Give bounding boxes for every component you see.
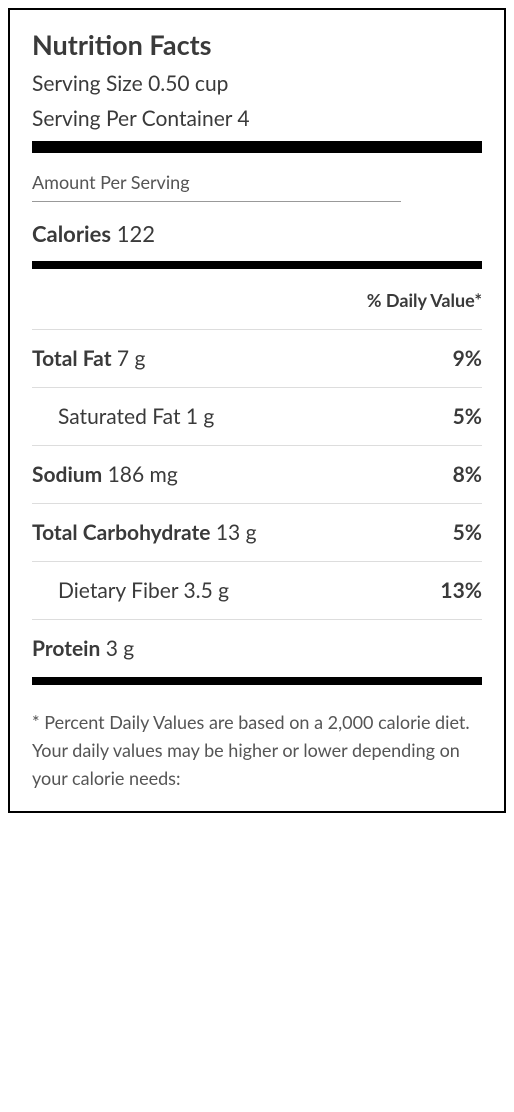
nutrient-row-total-fat: Total Fat 7 g 9%: [32, 329, 482, 387]
calories-row: Calories 122: [32, 202, 482, 261]
nutrient-row-saturated-fat: Saturated Fat 1 g 5%: [32, 387, 482, 445]
saturated-fat-dv: 5%: [453, 404, 482, 429]
sodium-amount: 186 mg: [108, 462, 178, 487]
nutrient-row-dietary-fiber: Dietary Fiber 3.5 g 13%: [32, 561, 482, 619]
serving-size-value: 0.50 cup: [148, 71, 228, 96]
total-carb-label: Total Carbohydrate: [32, 520, 210, 545]
saturated-fat-amount: 1 g: [186, 404, 214, 429]
panel-title: Nutrition Facts: [32, 28, 482, 61]
nutrient-label: Total Fat 7 g: [32, 346, 145, 371]
nutrient-row-sodium: Sodium 186 mg 8%: [32, 445, 482, 503]
sodium-dv: 8%: [453, 462, 482, 487]
serving-size-label: Serving Size: [32, 71, 143, 96]
nutrient-row-protein: Protein 3 g: [32, 619, 482, 677]
nutrition-facts-panel: Nutrition Facts Serving Size 0.50 cup Se…: [8, 8, 506, 813]
servings-per-container-value: 4: [237, 106, 249, 131]
saturated-fat-label: Saturated Fat: [58, 404, 180, 429]
total-carb-dv: 5%: [453, 520, 482, 545]
dietary-fiber-label: Dietary Fiber: [58, 578, 178, 603]
amount-per-serving-label: Amount Per Serving: [32, 153, 401, 202]
sodium-label: Sodium: [32, 462, 102, 487]
serving-size-line: Serving Size 0.50 cup: [32, 71, 482, 96]
total-fat-amount: 7 g: [117, 346, 145, 371]
total-fat-dv: 9%: [453, 346, 482, 371]
servings-per-container-label: Serving Per Container: [32, 106, 232, 131]
total-fat-label: Total Fat: [32, 346, 112, 371]
dietary-fiber-amount: 3.5 g: [183, 578, 229, 603]
calories-value: 122: [117, 220, 155, 247]
protein-amount: 3 g: [106, 636, 134, 661]
footnote-text: * Percent Daily Values are based on a 2,…: [32, 685, 482, 793]
medium-divider-bottom: [32, 677, 482, 685]
nutrient-label: Total Carbohydrate 13 g: [32, 520, 257, 545]
servings-per-container-line: Serving Per Container 4: [32, 106, 482, 131]
medium-divider-top: [32, 261, 482, 269]
nutrient-label: Dietary Fiber 3.5 g: [32, 578, 229, 603]
daily-value-header: % Daily Value*: [32, 269, 482, 329]
nutrient-label: Protein 3 g: [32, 636, 134, 661]
nutrient-label: Saturated Fat 1 g: [32, 404, 214, 429]
total-carb-amount: 13 g: [216, 520, 257, 545]
nutrient-row-total-carbohydrate: Total Carbohydrate 13 g 5%: [32, 503, 482, 561]
nutrient-label: Sodium 186 mg: [32, 462, 178, 487]
dietary-fiber-dv: 13%: [440, 578, 482, 603]
thick-divider: [32, 141, 482, 153]
protein-label: Protein: [32, 636, 100, 661]
calories-label: Calories: [32, 220, 111, 247]
